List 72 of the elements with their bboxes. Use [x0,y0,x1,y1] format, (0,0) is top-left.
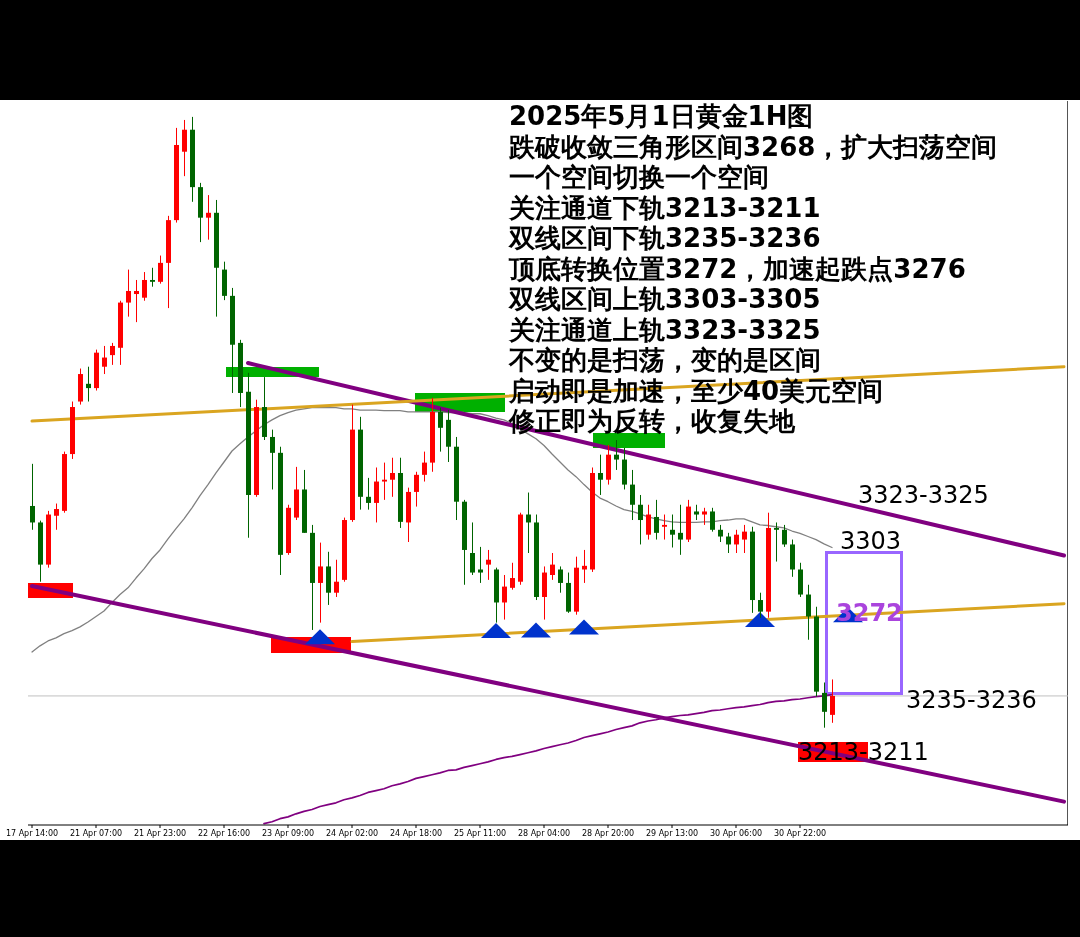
candlestick [414,471,419,508]
candlestick [742,524,747,554]
annotation: 关注通道上轨3323-3325 [509,314,821,345]
candlestick [598,454,603,496]
candlestick [486,549,491,581]
candlestick [126,269,131,318]
candlestick [102,345,107,375]
candlestick [422,451,427,483]
candlestick [30,463,35,531]
x-tick-label: 25 Apr 11:00 [453,829,507,838]
candlestick [502,574,507,621]
candlestick [614,439,619,471]
candlestick [662,514,667,541]
candlestick [206,194,211,241]
candlestick [86,366,91,403]
candlestick [382,462,387,501]
x-tick-label: 23 Apr 09:00 [261,829,315,838]
annotation: 3235-3236 [906,686,1037,714]
candlestick [318,542,323,624]
annotation: 不变的是扫荡，变的是区间 [509,345,821,375]
candlestick [822,681,827,729]
candlestick [374,466,379,523]
x-tick-label: 17 Apr 14:00 [5,829,59,838]
x-tick-label: 21 Apr 23:00 [133,829,187,838]
candlestick [630,469,635,521]
x-tick-label: 21 Apr 07:00 [69,829,123,838]
candlestick [782,524,787,548]
candlestick [438,407,443,453]
candlestick [646,504,651,541]
x-tick-label: 28 Apr 20:00 [581,829,635,838]
candlestick [734,529,739,554]
candlestick [558,565,563,594]
candlestick [710,507,715,533]
candlestick [470,521,475,576]
candlestick [758,592,763,619]
candlestick [54,503,59,531]
x-tick-label: 30 Apr 06:00 [709,829,763,838]
candlestick [654,499,659,541]
annotation: 跌破收敛三角形区间3268，扩大扫荡空间 [509,131,998,162]
annotation: 3303 [840,527,902,555]
x-tick-label: 30 Apr 22:00 [773,829,827,838]
candlestick [366,477,371,511]
candlestick [390,457,395,498]
candlestick [678,504,683,556]
candlestick [806,584,811,641]
chart-title: 2025年5月1日黄金1H图 [509,101,814,131]
annotation: 双线区间下轨3235-3236 [509,223,821,253]
x-tick-label: 28 Apr 04:00 [517,829,571,838]
annotation: 顶底转换位置3272，加速起跌点3276 [509,253,966,284]
candlestick [510,562,515,591]
annotation: 一个空间切换一个空间 [509,162,769,192]
candlestick [142,271,147,302]
candlestick [110,342,115,366]
x-tick-label: 24 Apr 18:00 [389,829,443,838]
candlestick [774,521,779,563]
candlestick [158,255,163,285]
x-tick-label: 22 Apr 16:00 [197,829,251,838]
annotation: 关注通道下轨3213-3211 [509,192,821,223]
x-tick-label: 24 Apr 02:00 [325,829,379,838]
candlestick [478,546,483,584]
annotation: 双线区间上轨3303-3305 [509,284,821,314]
candlestick [638,494,643,545]
candlestick [550,552,555,581]
annotation: 3323-3325 [858,481,989,509]
candlestick [334,559,339,598]
candlestick [270,429,275,490]
x-tick-label: 29 Apr 13:00 [645,829,699,838]
candlestick [670,514,675,549]
candlestick [150,267,155,288]
candlestick [182,119,187,177]
candlestick [134,279,139,323]
candlestick [830,678,835,724]
